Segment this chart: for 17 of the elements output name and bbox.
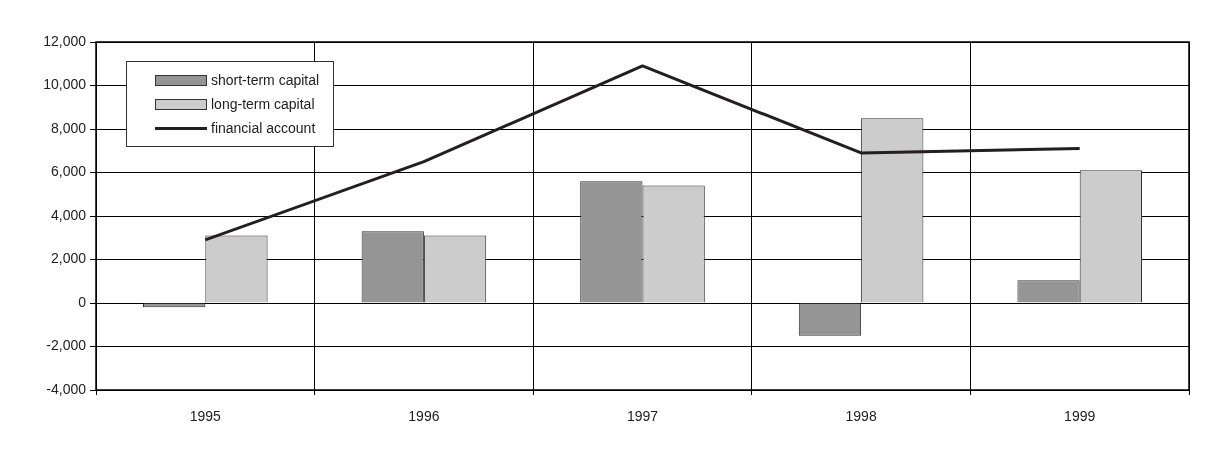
x-tick-label: 1998	[845, 408, 877, 425]
x-tick-label: 1997	[626, 408, 659, 425]
legend-label: short-term capital	[211, 72, 320, 88]
y-tick-label: 2,000	[50, 250, 87, 267]
x-tick-label: 1996	[408, 408, 440, 425]
y-tick-label: 10,000	[43, 76, 87, 93]
x-tick-label: 1995	[189, 408, 222, 425]
y-tick-label: -4,000	[46, 380, 87, 397]
y-tick-label: 0	[78, 293, 87, 310]
y-tick-label: 12,000	[43, 32, 87, 49]
x-tick-label: 1999	[1064, 408, 1096, 425]
legend-label: financial account	[211, 120, 316, 136]
y-tick-label: 8,000	[50, 119, 87, 136]
y-tick-label: -2,000	[46, 337, 87, 354]
legend-label: long-term capital	[211, 96, 315, 112]
y-tick-label: 6,000	[50, 163, 87, 180]
y-tick-label: 4,000	[50, 206, 87, 223]
